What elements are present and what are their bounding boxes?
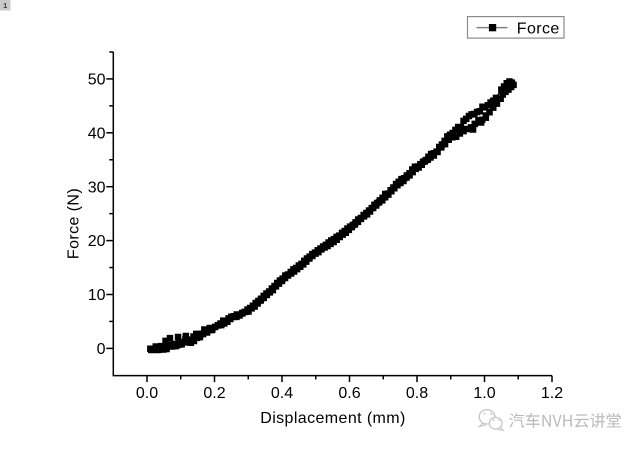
- svg-text:Force: Force: [517, 20, 560, 37]
- svg-text:50: 50: [88, 72, 106, 89]
- svg-text:1.2: 1.2: [541, 385, 563, 402]
- svg-text:Displacement (mm): Displacement (mm): [260, 410, 406, 427]
- svg-text:20: 20: [88, 233, 106, 250]
- svg-text:Force (N): Force (N): [66, 188, 83, 259]
- svg-text:1.0: 1.0: [473, 385, 495, 402]
- svg-text:10: 10: [88, 287, 106, 304]
- svg-text:0.2: 0.2: [203, 385, 225, 402]
- svg-text:1: 1: [3, 1, 7, 10]
- svg-text:40: 40: [88, 125, 106, 142]
- svg-text:0: 0: [97, 341, 106, 358]
- svg-text:0.6: 0.6: [338, 385, 360, 402]
- svg-text:0.8: 0.8: [406, 385, 428, 402]
- svg-text:0.0: 0.0: [136, 385, 158, 402]
- svg-text:0.4: 0.4: [271, 385, 293, 402]
- svg-text:30: 30: [88, 179, 106, 196]
